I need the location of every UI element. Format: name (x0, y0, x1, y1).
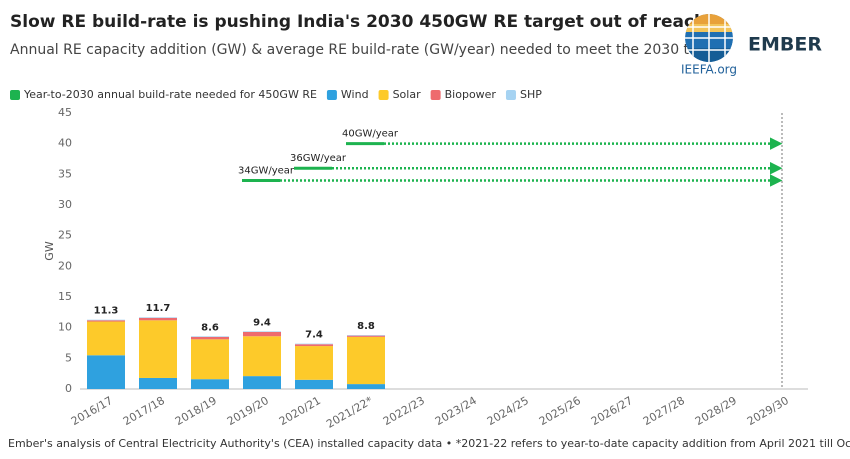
x-tick-label: 2024/25 (485, 394, 531, 428)
chart-subtitle: Annual RE capacity addition (GW) & avera… (10, 42, 727, 58)
bar-segment (191, 336, 229, 337)
bar-segment (139, 377, 177, 389)
bar-segment (295, 343, 333, 345)
bar-segment (139, 317, 177, 321)
x-tick-label: 2028/29 (693, 394, 739, 428)
legend-label: Wind (341, 88, 369, 101)
bar-segment (191, 379, 229, 389)
legend-label: Year-to-2030 annual build-rate needed fo… (23, 88, 317, 101)
y-tick-label: 5 (65, 351, 72, 364)
bar-segment (139, 317, 177, 318)
y-tick-label: 15 (58, 290, 72, 303)
y-tick-label: 25 (58, 229, 72, 242)
x-tick-label: 2021/22* (324, 394, 375, 431)
footnote: Ember's analysis of Central Electricity … (8, 437, 850, 450)
legend-label: Biopower (445, 88, 497, 101)
bar-segment (295, 379, 333, 389)
legend-label: SHP (520, 88, 542, 101)
build-rate-label: 36GW/year (290, 153, 347, 164)
legend-swatch (505, 90, 516, 100)
y-tick-label: 45 (58, 106, 72, 119)
x-tick-label: 2026/27 (589, 394, 635, 428)
legend-swatch (430, 90, 441, 100)
x-tick-label: 2017/18 (121, 394, 167, 428)
y-tick-label: 20 (58, 259, 72, 272)
legend-swatch (10, 90, 20, 100)
bar-segment (191, 339, 229, 380)
data-label: 11.3 (94, 306, 119, 317)
bar-segment (87, 320, 125, 322)
bar-segment (347, 335, 385, 336)
data-label: 8.8 (357, 321, 375, 332)
x-tick-label: 2018/19 (173, 394, 219, 428)
logo-text: IEEFA.org (681, 63, 737, 77)
bar-segment (87, 321, 125, 356)
bar-segment (347, 384, 385, 389)
bar-segment (191, 336, 229, 340)
x-tick-label: 2020/21 (277, 394, 323, 428)
data-label: 9.4 (253, 317, 271, 328)
y-tick-label: 35 (58, 167, 72, 180)
logo-text: EMBER (748, 34, 822, 56)
x-tick-label: 2022/23 (381, 394, 427, 428)
legend-swatch (326, 90, 337, 100)
y-tick-label: 10 (58, 321, 72, 334)
bar-segment (243, 331, 281, 337)
bar-segment (295, 346, 333, 380)
bar-segment (347, 335, 385, 337)
bar-segment (243, 331, 281, 332)
x-tick-label: 2025/26 (537, 394, 583, 428)
bar-segment (243, 336, 281, 377)
y-tick-label: 0 (65, 382, 72, 395)
x-tick-label: 2027/28 (641, 394, 687, 428)
y-axis-label: GW (43, 241, 56, 261)
logo-globe (685, 14, 733, 62)
data-label: 8.6 (201, 322, 219, 333)
build-rate-label: 40GW/year (342, 129, 399, 140)
data-label: 11.7 (146, 303, 171, 314)
chart-title: Slow RE build-rate is pushing India's 20… (10, 12, 706, 32)
y-tick-label: 40 (58, 137, 72, 150)
y-tick-label: 30 (58, 198, 72, 211)
x-tick-label: 2016/17 (69, 394, 115, 428)
x-tick-label: 2029/30 (745, 394, 791, 428)
bar-segment (87, 319, 125, 321)
bar-segment (295, 344, 333, 347)
x-tick-label: 2019/20 (225, 394, 271, 428)
legend-swatch (378, 90, 389, 100)
x-tick-label: 2023/24 (433, 394, 479, 428)
build-rate-label: 34GW/year (238, 165, 295, 176)
bar-segment (139, 320, 177, 378)
bar-segment (243, 376, 281, 389)
bar-segment (87, 355, 125, 389)
legend-label: Solar (393, 88, 422, 101)
data-label: 7.4 (305, 330, 323, 341)
bar-segment (347, 336, 385, 385)
